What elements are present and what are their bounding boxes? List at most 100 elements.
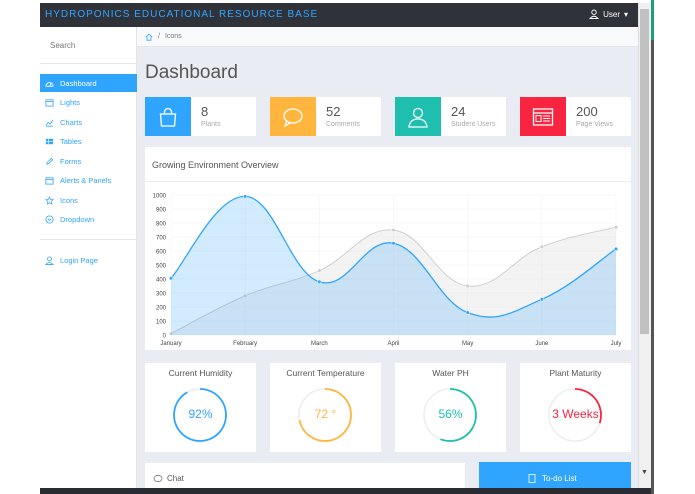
stat-icon-box xyxy=(270,97,316,136)
y-tick-label: 800 xyxy=(156,222,167,228)
gauge-title: Current Temperature xyxy=(286,368,365,378)
stat-label: Comments xyxy=(326,121,360,128)
taskbar-strip xyxy=(40,488,651,494)
gauge-ring xyxy=(298,388,352,442)
stat-icon-box xyxy=(520,97,566,136)
sidebar-item-label: Dropdown xyxy=(60,214,95,224)
sidebar-divider xyxy=(40,239,137,240)
stat-panel-comments: 52 Comments xyxy=(270,97,381,136)
series-area xyxy=(171,196,616,335)
sidebar-item-label: Alerts & Panels xyxy=(60,175,112,185)
data-point xyxy=(168,276,174,281)
x-tick-label: February xyxy=(233,341,257,347)
x-tick-label: July xyxy=(611,341,622,347)
top-navbar: HYDROPONICS EDUCATIONAL RESOURCE BASE Us… xyxy=(40,3,638,27)
chat-title: Chat xyxy=(167,474,184,483)
y-tick-label: 1000 xyxy=(153,194,167,200)
stat-panel-page-views: 200 Page Views xyxy=(520,97,631,136)
gauge-value: 72 ° xyxy=(314,407,337,421)
gauge-value: 56% xyxy=(438,407,463,421)
todo-title: To-do List xyxy=(542,474,577,483)
calendar-icon xyxy=(45,176,54,185)
page-title: Dashboard xyxy=(145,62,238,83)
data-point xyxy=(317,268,322,273)
sidebar-item-label: Login Page xyxy=(60,255,98,265)
sidebar-item-tables[interactable]: Tables xyxy=(40,132,137,150)
search-input[interactable] xyxy=(45,35,131,55)
y-tick-label: 600 xyxy=(156,250,167,256)
window-edge-accent xyxy=(651,0,654,40)
stat-value: 200 xyxy=(576,104,598,119)
scrollbar-thumb[interactable] xyxy=(640,9,649,334)
sidebar-item-charts[interactable]: Charts xyxy=(40,113,137,131)
sidebar-item-alerts-panels[interactable]: Alerts & Panels xyxy=(40,171,137,189)
panel-divider xyxy=(145,181,631,182)
data-point xyxy=(539,297,544,302)
sidebar-item-label: Dashboard xyxy=(60,78,97,88)
sidebar-item-label: Icons xyxy=(60,195,78,205)
gauge-title: Water PH xyxy=(432,368,469,378)
gauge-panel-water-ph: Water PH 56% xyxy=(395,363,506,452)
user-icon xyxy=(45,255,54,265)
data-point xyxy=(539,244,544,249)
gauge-panel-humidity: Current Humidity 92% xyxy=(145,363,256,452)
gauge-arc xyxy=(173,388,227,442)
chart-title: Growing Environment Overview xyxy=(152,160,279,170)
sidebar-item-forms[interactable]: Forms xyxy=(40,152,137,170)
data-point xyxy=(465,310,470,315)
user-icon xyxy=(589,9,600,19)
gauge-arc xyxy=(298,388,352,442)
sidebar-item-label: Tables xyxy=(60,136,82,146)
y-tick-label: 100 xyxy=(156,320,167,326)
stat-panel-plants: 8 Plants xyxy=(145,97,256,136)
data-point xyxy=(613,246,619,251)
series-area xyxy=(171,227,616,335)
stat-icon-box xyxy=(145,97,191,136)
app-window: HYDROPONICS EDUCATIONAL RESOURCE BASE Us… xyxy=(40,3,651,494)
stat-label: Plants xyxy=(201,121,221,128)
breadcrumb: / Icons xyxy=(137,27,638,47)
user-menu[interactable]: User ▾ xyxy=(589,9,628,19)
sidebar-divider xyxy=(40,63,137,64)
line-chart: 0 100 200 300 400 500 600 700 800 900 1000 January F… xyxy=(153,194,622,348)
sidebar-item-dropdown[interactable]: Dropdown xyxy=(40,210,137,228)
chevron-down-icon: ▾ xyxy=(623,9,628,19)
chevron-circle-icon xyxy=(45,214,54,224)
clipboard-icon xyxy=(528,474,536,483)
data-point xyxy=(465,283,470,289)
stat-panel-student-users: 24 Student Users xyxy=(395,97,506,136)
sidebar-item-icons[interactable]: Icons xyxy=(40,191,137,209)
home-icon[interactable] xyxy=(145,33,153,41)
x-tick-label: January xyxy=(160,341,181,347)
gauge-ring xyxy=(173,388,227,442)
y-tick-label: 500 xyxy=(156,264,167,270)
sidebar-item-label: Lights xyxy=(60,97,81,107)
gauge-title: Current Humidity xyxy=(168,368,233,378)
x-tick-label: March xyxy=(311,341,328,347)
y-tick-label: 700 xyxy=(156,236,167,242)
stat-value: 24 xyxy=(451,104,466,119)
x-tick-label: April xyxy=(387,341,399,347)
gauge-title: Plant Maturity xyxy=(549,368,602,378)
y-tick-label: 400 xyxy=(156,278,167,284)
table-icon xyxy=(45,138,54,144)
browser-window-icon xyxy=(532,107,554,126)
gauge-value: 3 Weeks xyxy=(552,407,599,421)
gauge-value: 92% xyxy=(188,407,213,421)
y-tick-label: 200 xyxy=(156,306,167,312)
data-point xyxy=(391,241,396,246)
scroll-down-arrow-icon[interactable]: ▼ xyxy=(641,469,648,476)
gauge-arc xyxy=(574,388,602,424)
chart-panel: Growing Environment Overview 0 100 200 300 4… xyxy=(145,147,631,350)
sidebar-item-dashboard[interactable]: Dashboard xyxy=(40,74,137,92)
sidebar-item-label: Charts xyxy=(60,117,83,127)
sidebar-item-login[interactable]: Login Page xyxy=(40,251,137,269)
data-point xyxy=(168,331,174,336)
x-tick-label: May xyxy=(462,341,473,347)
sidebar-item-lights[interactable]: Lights xyxy=(40,93,137,111)
shopping-bag-icon xyxy=(159,107,177,127)
stat-label: Student Users xyxy=(451,121,496,128)
gauge-panel-plant-maturity: Plant Maturity 3 Weeks xyxy=(520,363,631,452)
y-tick-label: 900 xyxy=(156,208,167,214)
brand-title[interactable]: HYDROPONICS EDUCATIONAL RESOURCE BASE xyxy=(45,9,319,20)
